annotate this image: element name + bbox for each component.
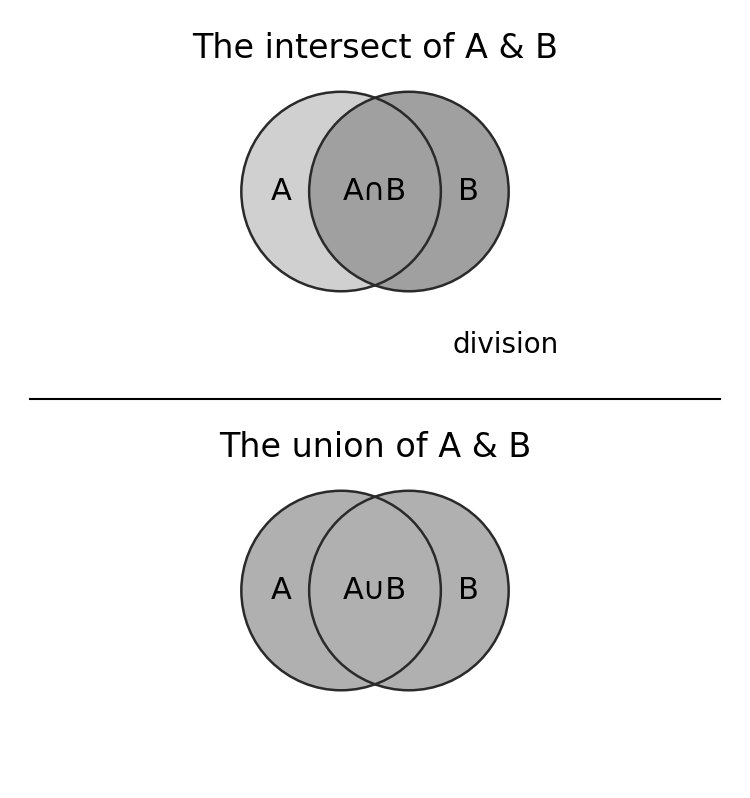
Circle shape bbox=[242, 92, 441, 291]
Circle shape bbox=[242, 491, 441, 690]
Circle shape bbox=[309, 92, 509, 291]
Text: A: A bbox=[271, 177, 292, 206]
Text: B: B bbox=[458, 177, 479, 206]
Text: division: division bbox=[452, 331, 559, 359]
Text: The intersect of A & B: The intersect of A & B bbox=[192, 32, 558, 65]
Circle shape bbox=[309, 491, 509, 690]
Text: The union of A & B: The union of A & B bbox=[219, 431, 531, 464]
Text: A: A bbox=[271, 576, 292, 605]
Text: A∪B: A∪B bbox=[343, 576, 407, 605]
Text: A∩B: A∩B bbox=[343, 177, 407, 206]
Text: B: B bbox=[458, 576, 479, 605]
